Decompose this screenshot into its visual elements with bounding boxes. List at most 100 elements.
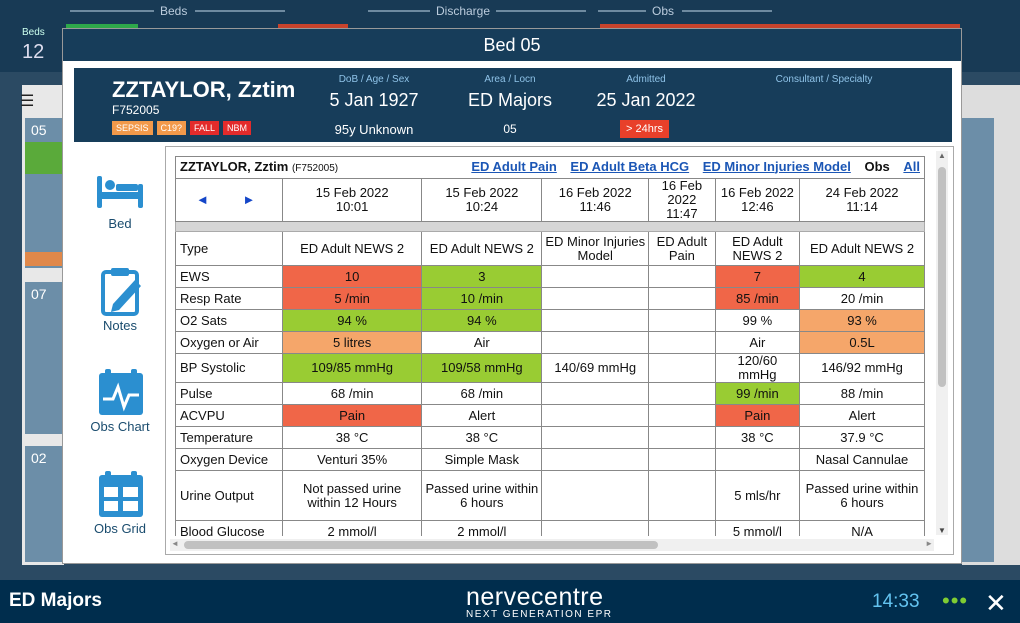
date-col-0[interactable]: 15 Feb 2022 10:01 — [281, 178, 423, 222]
obs-cell[interactable]: Pain — [281, 404, 423, 427]
link-ed-adult-beta-hcg[interactable]: ED Adult Beta HCG — [570, 158, 690, 174]
obs-cell[interactable]: 38 °C — [714, 426, 801, 449]
nav-obs-grid[interactable]: Obs Grid — [74, 469, 166, 536]
scroll-right-icon[interactable]: ► — [925, 539, 933, 548]
obs-cell[interactable] — [541, 287, 650, 310]
bed-card[interactable] — [25, 282, 63, 434]
filter-all[interactable]: All — [903, 158, 920, 174]
obs-cell[interactable]: 99 /min — [714, 382, 801, 405]
obs-cell[interactable]: 37.9 °C — [799, 426, 925, 449]
obs-cell[interactable]: 20 /min — [799, 287, 925, 310]
obs-cell[interactable] — [648, 265, 716, 288]
obs-cell[interactable]: Passed urine within 6 hours — [421, 470, 543, 521]
obs-cell[interactable]: 146/92 mmHg — [799, 353, 925, 383]
date-col-1[interactable]: 15 Feb 2022 10:24 — [421, 178, 543, 222]
obs-cell[interactable] — [648, 331, 716, 354]
obs-cell[interactable]: 2 mmol/l — [421, 520, 543, 536]
obs-cell[interactable] — [648, 404, 716, 427]
obs-cell[interactable]: ED Adult NEWS 2 — [799, 231, 925, 266]
menu-icon[interactable]: ☰ — [20, 93, 35, 110]
nav-bed[interactable]: Bed — [74, 166, 166, 231]
date-col-5[interactable]: 24 Feb 2022 11:14 — [799, 178, 925, 222]
obs-cell[interactable] — [648, 448, 716, 471]
obs-cell[interactable]: 5 /min — [281, 287, 423, 310]
nav-obs-chart[interactable]: Obs Chart — [74, 367, 166, 434]
obs-cell[interactable] — [648, 426, 716, 449]
obs-cell[interactable]: Nasal Cannulae — [799, 448, 925, 471]
link-ed-adult-pain[interactable]: ED Adult Pain — [471, 158, 557, 174]
obs-cell[interactable]: ED Adult Pain — [648, 231, 716, 266]
obs-cell[interactable]: 38 °C — [421, 426, 543, 449]
obs-cell[interactable]: 85 /min — [714, 287, 801, 310]
date-col-3[interactable]: 16 Feb 2022 11:47 — [648, 178, 716, 222]
obs-cell[interactable]: Not passed urine within 12 Hours — [281, 470, 423, 521]
obs-cell[interactable]: 68 /min — [281, 382, 423, 405]
obs-cell[interactable] — [541, 404, 650, 427]
obs-cell[interactable] — [541, 448, 650, 471]
obs-cell[interactable]: 94 % — [281, 309, 423, 332]
obs-cell[interactable]: ED Adult NEWS 2 — [281, 231, 423, 266]
obs-cell[interactable]: 3 — [421, 265, 543, 288]
obs-cell[interactable]: 68 /min — [421, 382, 543, 405]
obs-cell[interactable] — [541, 309, 650, 332]
obs-cell[interactable]: Alert — [799, 404, 925, 427]
link-ed-minor-injuries[interactable]: ED Minor Injuries Model — [702, 158, 851, 174]
obs-cell[interactable]: 109/85 mmHg — [281, 353, 423, 383]
obs-cell[interactable]: ED Minor Injuries Model — [541, 231, 650, 266]
obs-cell[interactable] — [541, 520, 650, 536]
obs-cell[interactable] — [648, 520, 716, 536]
obs-cell[interactable] — [541, 470, 650, 521]
obs-cell[interactable]: 5 mmol/l — [714, 520, 801, 536]
obs-cell[interactable]: 10 /min — [421, 287, 543, 310]
obs-cell[interactable] — [648, 382, 716, 405]
obs-cell[interactable]: Simple Mask — [421, 448, 543, 471]
obs-cell[interactable] — [541, 426, 650, 449]
obs-cell[interactable]: ED Adult NEWS 2 — [421, 231, 543, 266]
prev-arrow-icon[interactable]: ◄ — [196, 192, 209, 207]
nav-notes[interactable]: Notes — [74, 266, 166, 333]
close-icon[interactable]: ✕ — [985, 588, 1007, 618]
obs-cell[interactable] — [648, 309, 716, 332]
obs-cell[interactable] — [648, 353, 716, 383]
obs-cell[interactable]: 10 — [281, 265, 423, 288]
obs-cell[interactable]: 109/58 mmHg — [421, 353, 543, 383]
vertical-scrollbar[interactable]: ▲ ▼ — [936, 151, 948, 535]
obs-cell[interactable]: Air — [421, 331, 543, 354]
obs-cell[interactable]: Air — [714, 331, 801, 354]
date-col-2[interactable]: 16 Feb 2022 11:46 — [541, 178, 650, 222]
obs-cell[interactable]: Pain — [714, 404, 801, 427]
obs-cell[interactable]: Alert — [421, 404, 543, 427]
scroll-up-icon[interactable]: ▲ — [938, 151, 946, 160]
obs-cell[interactable] — [541, 331, 650, 354]
obs-cell[interactable] — [648, 470, 716, 521]
obs-cell[interactable]: N/A — [799, 520, 925, 536]
filter-obs[interactable]: Obs — [864, 158, 890, 174]
obs-cell[interactable]: 99 % — [714, 309, 801, 332]
obs-cell[interactable]: 4 — [799, 265, 925, 288]
bed-card[interactable] — [962, 118, 994, 562]
vertical-scroll-thumb[interactable] — [938, 167, 946, 387]
bed-card[interactable] — [25, 446, 63, 562]
obs-cell[interactable]: Venturi 35% — [281, 448, 423, 471]
obs-cell[interactable]: 0.5L — [799, 331, 925, 354]
obs-cell[interactable]: 140/69 mmHg — [541, 353, 650, 383]
obs-cell[interactable]: 38 °C — [281, 426, 423, 449]
date-col-4[interactable]: 16 Feb 2022 12:46 — [714, 178, 801, 222]
scroll-down-icon[interactable]: ▼ — [938, 526, 946, 535]
next-arrow-icon[interactable]: ► — [242, 192, 256, 207]
scroll-left-icon[interactable]: ◄ — [171, 539, 179, 548]
obs-cell[interactable]: Passed urine within 6 hours — [799, 470, 925, 521]
obs-cell[interactable]: 88 /min — [799, 382, 925, 405]
horizontal-scrollbar[interactable]: ◄ ► — [170, 539, 934, 551]
bed-card[interactable] — [25, 118, 63, 268]
obs-cell[interactable]: 7 — [714, 265, 801, 288]
obs-cell[interactable]: 5 litres — [281, 331, 423, 354]
obs-cell[interactable]: 94 % — [421, 309, 543, 332]
obs-cell[interactable]: ED Adult NEWS 2 — [714, 231, 801, 266]
obs-cell[interactable] — [541, 265, 650, 288]
horizontal-scroll-thumb[interactable] — [184, 541, 658, 549]
obs-cell[interactable]: 2 mmol/l — [281, 520, 423, 536]
obs-cell[interactable] — [541, 382, 650, 405]
obs-cell[interactable]: 120/60 mmHg — [714, 353, 801, 383]
more-options-icon[interactable]: ••• — [942, 588, 969, 613]
